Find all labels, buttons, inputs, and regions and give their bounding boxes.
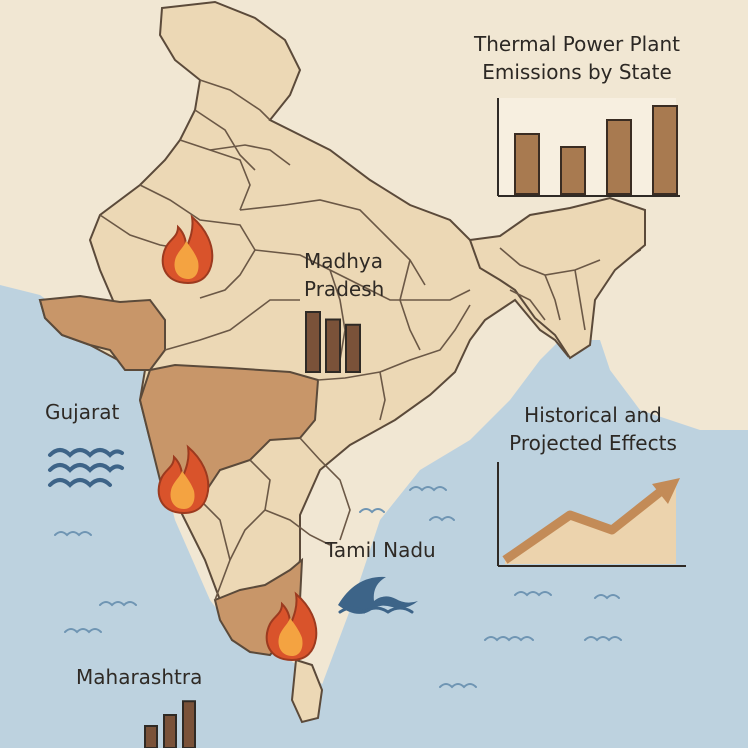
chart-area [505, 480, 676, 564]
label-madhya-pradesh: Madhya Pradesh [304, 247, 384, 303]
flame-icon [161, 214, 214, 285]
thermal-bar [652, 105, 678, 195]
effects-title-line1: Historical and [524, 403, 662, 427]
shark-fin-icon [338, 576, 418, 614]
flame-icon [265, 591, 318, 662]
effects-chart-title: Historical and Projected Effects [478, 401, 708, 457]
sri-lanka [290, 658, 324, 724]
flame-icon [157, 444, 210, 515]
madhya-line2: Pradesh [304, 277, 385, 301]
maharashtra-mini-chart [144, 700, 196, 748]
madhya-mini-chart [305, 311, 361, 373]
water-ripples [54, 486, 622, 689]
maharashtra-bar [163, 714, 177, 748]
maharashtra-bar [144, 725, 158, 748]
label-maharashtra: Maharashtra [76, 665, 203, 689]
thermal-chart-title: Thermal Power Plant Emissions by State [452, 30, 702, 86]
thermal-title-line1: Thermal Power Plant [474, 32, 680, 56]
madhya-line1: Madhya [304, 249, 383, 273]
wave-icon [48, 448, 124, 488]
thermal-bar [514, 133, 540, 195]
effects-title-line2: Projected Effects [509, 431, 677, 455]
state-borders [99, 79, 601, 601]
madhya-bar [345, 323, 361, 373]
thermal-bar-chart [497, 98, 680, 197]
trend-line [502, 488, 663, 564]
effects-line-chart [497, 462, 686, 567]
thermal-title-line2: Emissions by State [482, 60, 672, 84]
madhya-bar [305, 311, 321, 373]
madhya-bar [325, 318, 341, 373]
trend-arrow-icon [652, 478, 680, 504]
thermal-bar [606, 119, 632, 195]
thermal-bar [560, 146, 586, 195]
label-tamil-nadu: Tamil Nadu [325, 538, 436, 562]
maharashtra-bar [182, 700, 196, 748]
label-gujarat: Gujarat [45, 400, 120, 424]
